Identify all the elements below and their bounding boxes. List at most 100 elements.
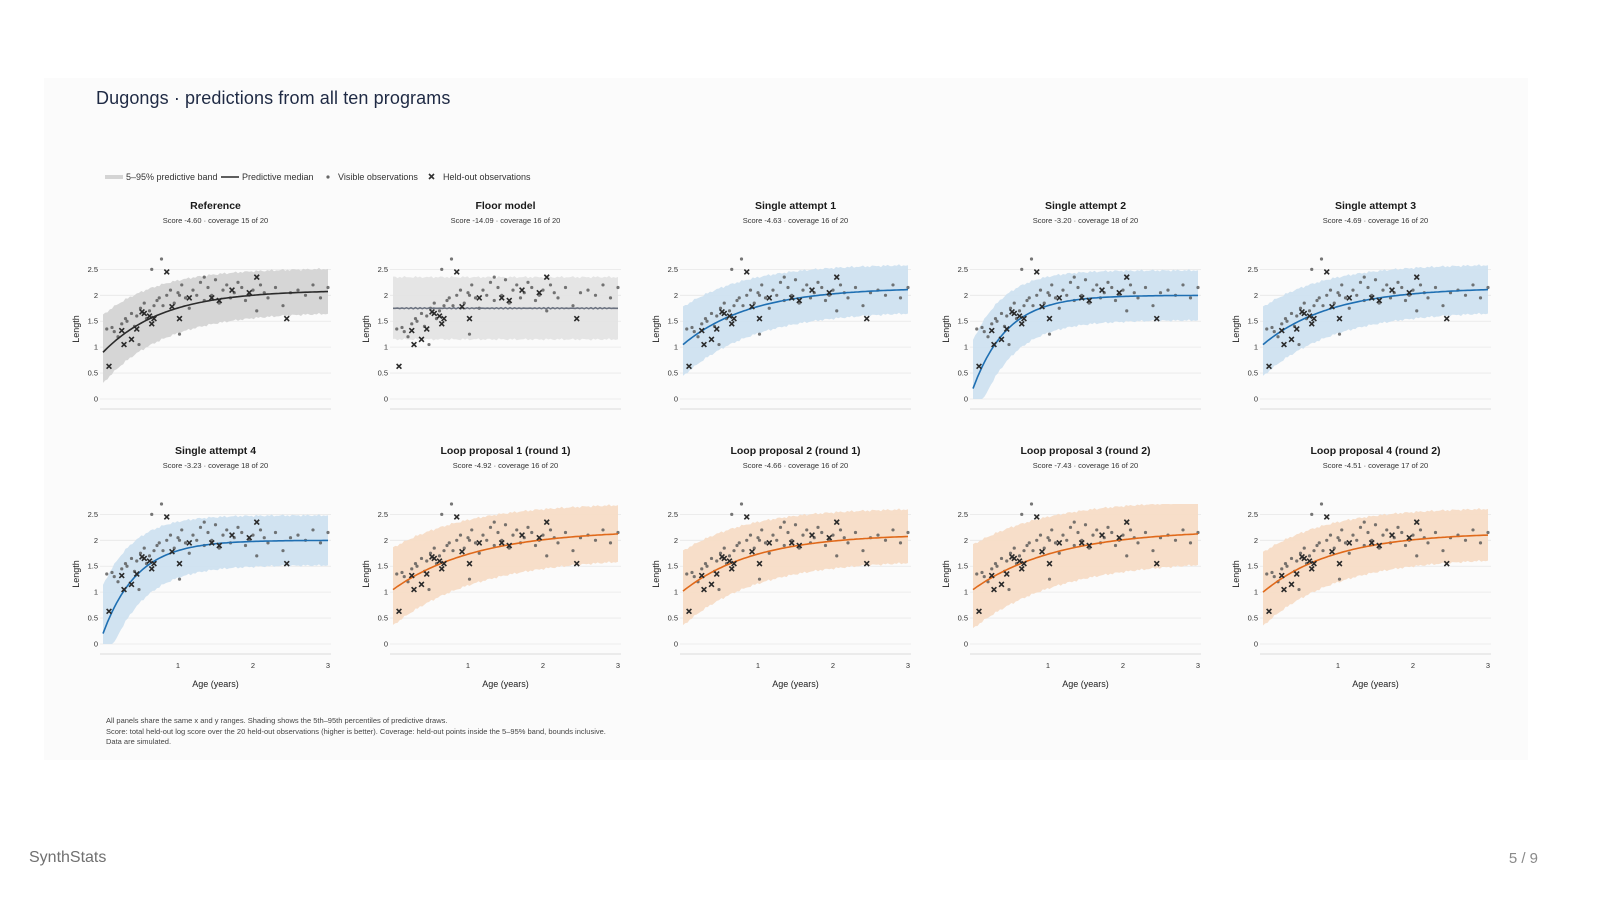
heldout-point [476,294,483,301]
y-tick-label: 0.5 [378,369,388,378]
visible-point [763,296,768,300]
visible-point [129,556,134,561]
visible-point [1336,536,1340,540]
visible-point [243,543,248,548]
heldout-point [686,608,692,615]
heldout-point [431,310,438,317]
visible-point [1005,314,1009,318]
visible-point [400,570,404,575]
visible-point [1283,562,1288,566]
heldout-point [731,560,737,567]
visible-point [125,564,129,568]
visible-point [1283,317,1288,321]
visible-point [157,541,161,545]
heldout-point [246,289,253,296]
y-tick-label: 2.5 [668,265,678,274]
visible-point [1125,554,1129,558]
y-tick-label: 2 [1254,291,1258,300]
x-tick-label: 3 [326,661,330,670]
visible-point [735,543,739,548]
visible-point [251,288,255,292]
visible-point [1029,502,1034,506]
visible-point [906,530,910,535]
visible-point [823,543,828,548]
visible-point [1298,551,1303,555]
y-tick-label: 0 [94,395,98,404]
heldout-point [498,294,505,301]
visible-point [982,329,986,334]
visible-point [1025,543,1029,548]
visible-point [440,267,444,271]
visible-point [1047,538,1052,542]
heldout-point [146,558,153,565]
visible-point [1065,293,1069,297]
visible-point [578,291,583,295]
heldout-point [1443,315,1450,322]
visible-point [425,559,429,563]
visible-point [470,528,474,532]
heldout-point [573,315,580,322]
visible-point [1047,332,1052,336]
median-line [393,306,618,310]
visible-point [980,325,984,330]
visible-point [503,523,508,527]
visible-point [172,301,176,305]
visible-point [187,306,191,310]
visible-point [782,543,786,548]
visible-point [303,293,308,297]
visible-point [775,293,779,297]
x-tick-label: 1 [756,661,760,670]
visible-point [842,536,846,540]
y-tick-label: 2 [674,536,678,545]
visible-point [898,541,903,545]
page-number: 5 / 9 [1508,850,1538,867]
heldout-point [453,513,460,520]
visible-point [492,275,496,279]
visible-point [168,288,173,292]
y-tick-label: 1 [94,343,98,352]
heldout-point [988,572,995,579]
heldout-point [728,565,735,572]
visible-point [451,549,455,553]
visible-point [786,530,790,535]
visible-point [1441,304,1445,308]
visible-point [1336,291,1340,295]
visible-point [1362,520,1366,524]
visible-point [1310,512,1314,516]
visible-point [1017,554,1022,558]
visible-point [1347,551,1351,555]
visible-point [545,309,549,313]
heldout-point [423,571,430,577]
heldout-point [698,327,705,334]
heldout-point [1278,327,1285,334]
visible-point [470,283,474,287]
visible-point [1047,293,1052,297]
visible-point [703,562,708,566]
visible-point [1321,549,1325,553]
visible-point [172,546,176,550]
visible-point [1068,280,1073,284]
y-tick-label: 2.5 [378,510,388,519]
heldout-point [1078,294,1085,301]
heldout-point [796,297,803,304]
visible-point [1272,574,1276,579]
visible-point [177,538,182,542]
visible-point [526,525,530,529]
heldout-point [1099,532,1105,539]
visible-point [1091,533,1095,537]
visible-point [1181,528,1185,532]
visible-point [415,319,419,323]
visible-point [442,304,446,308]
visible-point [1355,293,1359,297]
panel-subtitle: Score -4.92 · coverage 16 of 20 [453,461,558,470]
heldout-point [728,320,735,327]
visible-point [883,293,888,297]
visible-point [1337,538,1342,542]
visible-point [782,520,786,524]
visible-point [142,546,146,550]
heldout-point [408,327,415,334]
heldout-point [1281,586,1287,593]
visible-point [258,283,263,287]
heldout-point [749,548,755,555]
visible-point [1403,298,1408,303]
